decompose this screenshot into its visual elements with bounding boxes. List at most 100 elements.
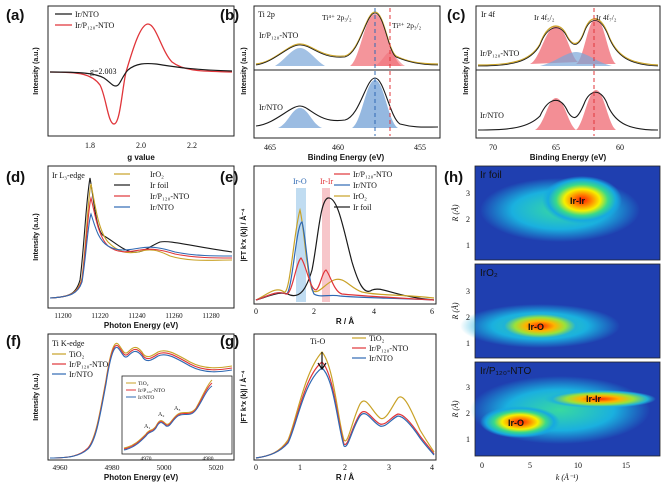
panel-f-xtick-1: 4960: [53, 463, 68, 472]
panel-c-envelope-top: [477, 18, 659, 66]
panel-e-xtick-3: 4: [372, 307, 376, 316]
panel-g-xtick-4: 3: [387, 463, 391, 472]
panel-h-ytick-1b: 1: [466, 339, 470, 348]
panel-d-ylabel: Intensity (a.u.): [33, 213, 40, 260]
panel-c-peak1-label: Ir 4f₅/₂: [534, 13, 555, 22]
panel-g-series-ir-p120-nto: [255, 361, 435, 459]
panel-f-inset-xtick-1: 4970: [141, 456, 152, 462]
panel-c-fit-peak-1-bottom: [535, 98, 576, 130]
panel-g-legend-3: Ir/NTO: [369, 354, 393, 363]
panel-b-frame: [253, 5, 441, 139]
panel-f-inset-peak-a1: A₁: [144, 424, 150, 430]
panel-b-xtick-3: 455: [414, 143, 426, 152]
panel-a-xlabel: g value: [127, 153, 155, 162]
panel-e-xlabel: R / Å: [336, 317, 354, 326]
panel-b: (b) Ti 2p Ir/P₁₂₀-NTO Ti⁴⁺ 2p₃/₂ Ti³⁺ 2p…: [220, 5, 441, 162]
panel-e-label: (e): [220, 169, 238, 186]
panel-h-ylabel-1: R (Å): [451, 204, 460, 222]
panel-f-frame: [47, 333, 235, 461]
panel-d-legend-4: Ir/NTO: [150, 203, 174, 212]
panel-c-xtick-3: 60: [616, 143, 624, 152]
panel-d-series-ir-foil: [49, 177, 233, 299]
panel-e-region-iro: [296, 188, 306, 302]
panel-e-frame: [253, 165, 437, 305]
panel-f-label: (f): [6, 333, 21, 350]
panel-c: (c) Ir 4f Ir 4f₅/₂ Ir 4f₇/₂ Ir/P₁₂₀-NTO …: [447, 5, 661, 162]
panel-d-series-iro2: [49, 183, 233, 299]
panel-b-fit-peak-2-bottom: [352, 80, 398, 128]
panel-f-inset-xtick-2: 4980: [203, 456, 214, 462]
panel-c-title: Ir 4f: [481, 10, 495, 19]
panel-b-bottom-label: Ir/NTO: [259, 103, 283, 112]
panel-e-legend-2: Ir/NTO: [353, 181, 377, 190]
panel-h-xtick-2: 5: [528, 461, 532, 470]
panel-e-series-ir-p120-nto: [255, 257, 435, 301]
panel-b-fit-peak-1-bottom: [278, 108, 322, 128]
panel-f-xlabel: Photon Energy (eV): [104, 473, 179, 482]
panel-e-ylabel: |FT k³x (k)| / Å⁻⁴: [239, 208, 248, 262]
panel-h-label: (h): [444, 169, 463, 186]
panel-g-xtick-2: 1: [298, 463, 302, 472]
panel-e-legend-4: Ir foil: [353, 203, 372, 212]
panel-c-data-bottom: [477, 91, 659, 131]
panel-b-title: Ti 2p: [258, 10, 275, 19]
panel-e-series-iro2: [255, 207, 435, 301]
panel-d-label: (d): [6, 169, 25, 186]
panel-a-label: (a): [6, 7, 24, 24]
panel-h-map-3-title: Ir/P₁₂₀-NTO: [480, 366, 531, 377]
panel-g-legend-2: Ir/P₁₂₀-NTO: [369, 344, 409, 353]
panel-d-title: Ir L₃-edge: [52, 171, 85, 180]
panel-h-ytick-3a: 3: [466, 189, 470, 198]
panel-h-map-3-blob-label-2: Ir-Ir: [586, 394, 602, 404]
panel-a-ylabel: Intensity (a.u.): [33, 47, 40, 94]
panel-f: (f) Ti K-edge TiO₂ Ir/P₁₂₀-NTO Ir/NTO Ti…: [6, 333, 235, 482]
panel-f-ylabel: Intensity (a.u.): [33, 373, 40, 420]
panel-e-series-ir-foil: [255, 197, 435, 301]
panel-c-fit-peak-1-top: [530, 26, 578, 64]
panel-f-title: Ti K-edge: [52, 339, 85, 348]
panel-g-series-tio2: [255, 351, 435, 459]
panel-h-ytick-3b: 3: [466, 287, 470, 296]
panel-b-peak2-label: Ti³⁺ 2p₃/₂: [392, 21, 422, 30]
panel-d-legend-3: Ir/P₁₂₀-NTO: [150, 192, 190, 201]
panel-d-frame: [47, 165, 235, 309]
panel-c-xtick-2: 65: [552, 143, 560, 152]
panel-e-region-irir: [322, 188, 330, 302]
panel-b-data-bottom: [255, 77, 439, 128]
panel-g-frame: [253, 333, 437, 461]
panel-h-ytick-1a: 1: [466, 241, 470, 250]
panel-f-inset-legend-3: Ir/NTO: [138, 395, 154, 401]
panel-e-legend-3: IrO₂: [353, 192, 367, 201]
panel-e-region-irir-label: Ir-Ir: [320, 177, 333, 186]
panel-c-fit-peak-3-top: [540, 52, 612, 66]
panel-d-xtick-3: 11240: [128, 312, 146, 320]
panel-g: (g) TiO₂ Ir/P₁₂₀-NTO Ir/NTO Ti-O 0 1 2 3…: [220, 333, 437, 482]
panel-f-series-ir-nto: [49, 346, 233, 459]
panel-f-xtick-3: 5000: [157, 463, 172, 472]
panel-a-xtick-1: 1.8: [85, 141, 95, 150]
panel-f-inset-peak-a2: A₂: [158, 412, 164, 418]
panel-d-xlabel: Photon Energy (eV): [104, 321, 179, 330]
panel-d-legend-2: Ir foil: [150, 181, 169, 190]
panel-c-xtick-1: 70: [489, 143, 497, 152]
panel-h-map-1-title: Ir foil: [480, 170, 502, 181]
panel-a-xtick-2: 2.0: [136, 141, 146, 150]
panel-h-xtick-1: 0: [480, 461, 484, 470]
panel-b-xtick-1: 465: [264, 143, 276, 152]
panel-c-frame: [475, 5, 661, 139]
panel-h-map-2-title: IrO₂: [480, 268, 498, 279]
panel-d-xtick-1: 11200: [54, 312, 72, 320]
panel-a-series-ir-p120-nto: [49, 23, 233, 125]
panel-c-ylabel: Intensity (a.u.): [463, 47, 470, 94]
panel-h-map-2-blob: [498, 312, 582, 340]
panel-e-xtick-1: 0: [254, 307, 258, 316]
panel-h-ytick-1c: 1: [466, 435, 470, 444]
panel-a-legend-1: Ir/NTO: [75, 10, 99, 19]
panel-a-annotation: g=2.003: [90, 67, 117, 76]
panel-h-ylabel-3: R (Å): [451, 400, 460, 418]
panel-f-legend-1: TiO₂: [69, 350, 85, 359]
panel-g-peak-arrow: [317, 352, 327, 371]
panel-h-map-3-blob-2: [544, 390, 656, 408]
panel-b-data-top: [255, 12, 439, 66]
panel-h-xtick-3: 10: [574, 461, 582, 470]
